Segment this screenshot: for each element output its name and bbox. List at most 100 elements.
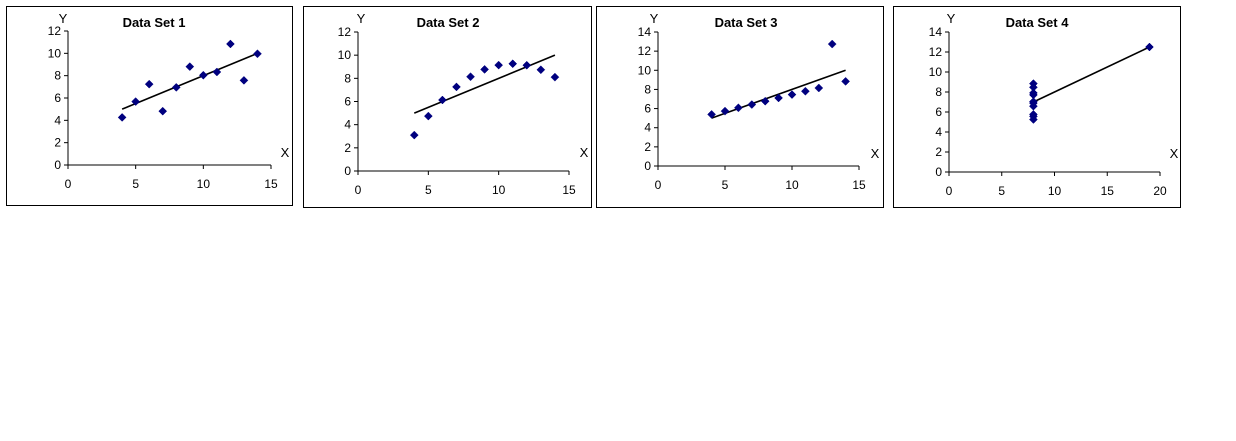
chart-svg-3: Data Set 3 Y X 0 2 4 6 8 10 12 14 0 5 10 15 — [638, 11, 880, 192]
x-tick-label: 5 — [132, 177, 139, 191]
x-tick-label: 10 — [197, 177, 211, 191]
y-axis-label-4: Y — [947, 11, 956, 26]
y-tick-label: 12 — [338, 25, 352, 39]
data-point — [774, 93, 783, 103]
chart-svg-2: Data Set 2 Y X 0 2 4 6 8 10 12 0 5 10 15 — [338, 11, 589, 197]
y-tick-label: 8 — [54, 69, 61, 83]
x-tick-label: 0 — [946, 184, 953, 198]
data-point — [787, 90, 797, 99]
data-point — [747, 100, 757, 109]
y-tick-label: 12 — [48, 24, 62, 38]
x-tick-label: 0 — [655, 178, 662, 192]
x-tick-label: 0 — [65, 177, 72, 191]
y-tick-label: 10 — [929, 65, 943, 79]
y-axis-label-1: Y — [59, 11, 68, 26]
y-tick-label: 10 — [48, 46, 62, 60]
chart-panel-1: Data Set 1 Y X 0 2 4 6 8 10 12 0 5 10 15 — [6, 6, 293, 206]
data-point — [508, 59, 518, 69]
data-point — [409, 130, 419, 140]
chart-svg-4: Data Set 4 Y X 0 2 4 6 8 10 12 14 0 5 10 15 20 — [929, 11, 1179, 198]
trendline-2 — [413, 54, 556, 114]
chart-svg-1: Data Set 1 Y X 0 2 4 6 8 10 12 0 5 10 15 — [48, 11, 290, 191]
y-tick-label: 6 — [935, 105, 942, 119]
data-point — [452, 82, 461, 92]
chart-title-2: Data Set 2 — [417, 15, 480, 30]
data-point — [144, 79, 154, 89]
data-point — [466, 72, 475, 82]
y-axis-label-2: Y — [357, 11, 366, 26]
data-point — [171, 83, 181, 92]
y-tick-label: 6 — [644, 102, 651, 116]
x-tick-label: 10 — [1048, 184, 1062, 198]
x-axis-label-1: X — [281, 145, 290, 160]
data-point — [814, 83, 824, 93]
y-tick-label: 2 — [644, 140, 651, 154]
data-point — [720, 106, 730, 116]
y-tick-label: 2 — [54, 136, 61, 150]
x-tick-label: 10 — [492, 183, 506, 197]
data-point — [1145, 42, 1154, 52]
data-point — [438, 95, 447, 105]
y-tick-label: 0 — [644, 159, 651, 173]
chart-title-4: Data Set 4 — [1006, 15, 1070, 30]
y-tick-label: 0 — [54, 158, 61, 172]
data-point — [760, 96, 770, 106]
trendline-1 — [121, 52, 258, 110]
y-tick-label: 8 — [344, 71, 351, 85]
data-point — [1029, 112, 1038, 121]
x-axis-label-3: X — [871, 146, 880, 161]
data-point — [158, 106, 168, 116]
x-tick-label: 5 — [722, 178, 729, 192]
y-tick-label: 8 — [935, 85, 942, 99]
trendline-4 — [1033, 46, 1150, 103]
data-point — [198, 70, 208, 80]
x-axis-label-2: X — [580, 145, 589, 160]
chart-panel-4: Data Set 4 Y X 0 2 4 6 8 10 12 14 0 5 10 15 20 — [893, 6, 1181, 208]
chart-panel-2: Data Set 2 Y X 0 2 4 6 8 10 12 0 5 10 15 — [303, 6, 592, 208]
data-point — [522, 60, 532, 70]
y-tick-label: 0 — [935, 165, 942, 179]
x-tick-label: 5 — [998, 184, 1005, 198]
y-tick-label: 2 — [935, 145, 942, 159]
x-tick-label: 15 — [562, 183, 576, 197]
data-point — [494, 60, 504, 70]
x-tick-label: 0 — [355, 183, 362, 197]
y-tick-label: 0 — [344, 164, 351, 178]
y-tick-label: 12 — [638, 44, 652, 58]
y-tick-label: 6 — [54, 91, 61, 105]
data-point — [131, 97, 141, 106]
data-point — [423, 111, 433, 121]
x-axis-label-4: X — [1170, 146, 1179, 161]
x-tick-label: 15 — [264, 177, 278, 191]
y-tick-label: 2 — [344, 141, 351, 155]
data-point — [226, 39, 235, 49]
x-tick-label: 15 — [1101, 184, 1115, 198]
data-point — [841, 77, 850, 86]
data-point — [734, 103, 743, 113]
y-tick-label: 4 — [935, 125, 942, 139]
y-tick-label: 6 — [344, 95, 351, 109]
data-point — [185, 62, 195, 71]
data-point — [801, 86, 810, 96]
y-tick-label: 10 — [338, 48, 352, 62]
data-point — [480, 65, 489, 74]
x-tick-label: 10 — [785, 178, 799, 192]
data-point — [550, 72, 560, 82]
y-tick-label: 4 — [644, 121, 651, 135]
data-point — [827, 39, 837, 49]
data-point — [212, 67, 222, 77]
y-tick-label: 10 — [638, 63, 652, 77]
chart-title-1: Data Set 1 — [123, 15, 186, 30]
y-tick-label: 14 — [929, 25, 943, 39]
data-point — [117, 113, 127, 122]
data-point — [1029, 98, 1038, 108]
data-point — [536, 65, 546, 75]
y-tick-label: 4 — [54, 113, 61, 127]
data-point — [707, 110, 716, 119]
x-tick-label: 5 — [425, 183, 432, 197]
data-point — [253, 49, 262, 59]
chart-title-3: Data Set 3 — [715, 15, 778, 30]
y-axis-label-3: Y — [650, 11, 659, 26]
y-tick-label: 4 — [344, 118, 351, 132]
data-point — [1029, 88, 1038, 98]
